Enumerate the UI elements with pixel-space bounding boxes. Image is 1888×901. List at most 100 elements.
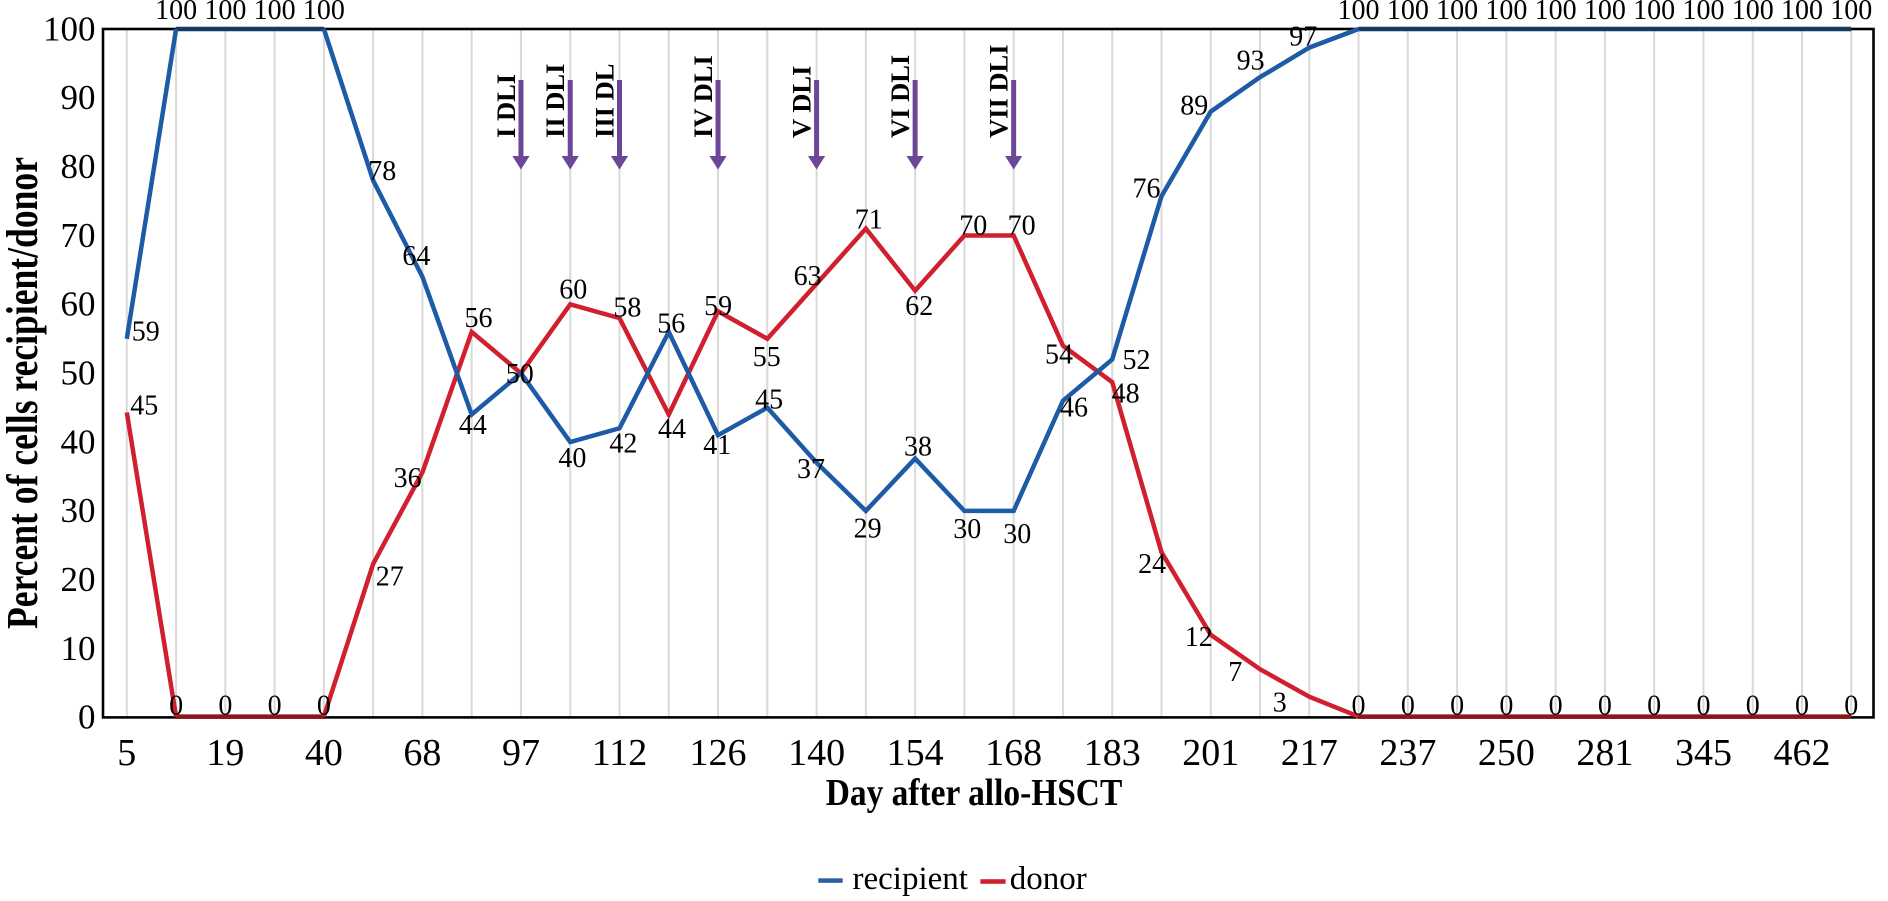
svg-text:100: 100 <box>1485 0 1527 26</box>
svg-text:90: 90 <box>61 78 96 117</box>
svg-text:27: 27 <box>376 562 404 593</box>
svg-text:100: 100 <box>254 0 296 26</box>
svg-text:40: 40 <box>558 443 586 474</box>
svg-text:0: 0 <box>1450 690 1464 721</box>
svg-text:II DLI: II DLI <box>540 64 570 138</box>
svg-text:183: 183 <box>1084 732 1141 774</box>
svg-text:56: 56 <box>465 303 493 334</box>
svg-text:30: 30 <box>61 491 96 530</box>
svg-text:100: 100 <box>1682 0 1724 26</box>
svg-text:100: 100 <box>1732 0 1774 26</box>
svg-text:250: 250 <box>1478 732 1535 774</box>
svg-text:0: 0 <box>1647 690 1661 721</box>
svg-text:45: 45 <box>130 390 158 421</box>
svg-text:20: 20 <box>61 560 96 599</box>
svg-text:I DLI: I DLI <box>491 74 521 138</box>
svg-text:44: 44 <box>459 410 487 441</box>
svg-text:0: 0 <box>1598 690 1612 721</box>
svg-text:97: 97 <box>502 732 540 774</box>
svg-text:III DL: III DL <box>590 64 620 138</box>
svg-text:100: 100 <box>204 0 246 26</box>
svg-text:100: 100 <box>1387 0 1429 26</box>
svg-text:41: 41 <box>703 430 731 461</box>
svg-text:100: 100 <box>1830 0 1872 26</box>
svg-text:7: 7 <box>1228 657 1242 688</box>
svg-text:55: 55 <box>753 342 781 373</box>
svg-text:VI DLI: VI DLI <box>885 55 915 138</box>
svg-text:100: 100 <box>1584 0 1626 26</box>
svg-text:59: 59 <box>132 317 160 348</box>
svg-text:100: 100 <box>1633 0 1675 26</box>
svg-text:VII DLI: VII DLI <box>984 44 1014 138</box>
svg-text:0: 0 <box>78 698 96 737</box>
svg-text:78: 78 <box>368 156 396 187</box>
svg-text:36: 36 <box>394 463 422 494</box>
svg-text:44: 44 <box>658 414 686 445</box>
svg-text:IV DLI: IV DLI <box>688 55 718 138</box>
svg-text:29: 29 <box>854 513 882 544</box>
svg-text:50: 50 <box>506 359 534 390</box>
svg-text:59: 59 <box>704 291 732 322</box>
svg-text:0: 0 <box>1746 690 1760 721</box>
svg-text:37: 37 <box>797 454 825 485</box>
svg-text:281: 281 <box>1576 732 1633 774</box>
svg-text:recipient: recipient <box>853 861 968 896</box>
svg-text:60: 60 <box>559 275 587 306</box>
svg-text:237: 237 <box>1379 732 1436 774</box>
svg-text:Day after allo-HSCT: Day after allo-HSCT <box>826 772 1123 814</box>
svg-text:54: 54 <box>1045 339 1073 370</box>
svg-text:345: 345 <box>1675 732 1732 774</box>
svg-text:100: 100 <box>155 0 197 26</box>
svg-text:0: 0 <box>1549 690 1563 721</box>
svg-text:70: 70 <box>959 211 987 242</box>
svg-text:0: 0 <box>1499 690 1513 721</box>
svg-text:19: 19 <box>206 732 244 774</box>
svg-text:100: 100 <box>43 9 96 48</box>
svg-text:63: 63 <box>794 261 822 292</box>
svg-text:70: 70 <box>1008 211 1036 242</box>
svg-text:56: 56 <box>657 309 685 340</box>
svg-text:0: 0 <box>1795 690 1809 721</box>
svg-text:38: 38 <box>904 431 932 462</box>
svg-text:40: 40 <box>61 422 96 461</box>
svg-text:76: 76 <box>1133 173 1161 204</box>
svg-text:68: 68 <box>403 732 441 774</box>
svg-text:89: 89 <box>1180 91 1208 122</box>
svg-text:50: 50 <box>61 354 96 393</box>
svg-text:0: 0 <box>218 690 232 721</box>
svg-text:10: 10 <box>61 629 96 668</box>
svg-text:60: 60 <box>61 285 96 324</box>
svg-text:168: 168 <box>985 732 1042 774</box>
svg-text:100: 100 <box>303 0 345 26</box>
svg-text:40: 40 <box>305 732 343 774</box>
svg-text:217: 217 <box>1281 732 1338 774</box>
svg-text:48: 48 <box>1112 379 1140 410</box>
svg-text:93: 93 <box>1237 46 1265 77</box>
svg-text:24: 24 <box>1138 549 1166 580</box>
svg-text:0: 0 <box>1696 690 1710 721</box>
svg-text:Percent of cells recipient/don: Percent of cells recipient/donor <box>0 157 47 629</box>
svg-text:201: 201 <box>1182 732 1239 774</box>
svg-text:42: 42 <box>609 429 637 460</box>
svg-text:0: 0 <box>169 690 183 721</box>
svg-text:0: 0 <box>1844 690 1858 721</box>
svg-text:30: 30 <box>953 514 981 545</box>
svg-text:70: 70 <box>61 216 96 255</box>
svg-text:100: 100 <box>1436 0 1478 26</box>
svg-text:100: 100 <box>1535 0 1577 26</box>
svg-text:46: 46 <box>1060 392 1088 423</box>
svg-text:0: 0 <box>268 690 282 721</box>
svg-text:462: 462 <box>1773 732 1830 774</box>
svg-text:donor: donor <box>1010 861 1087 896</box>
svg-text:V DLI: V DLI <box>787 66 817 138</box>
svg-text:12: 12 <box>1185 622 1213 653</box>
svg-text:126: 126 <box>690 732 747 774</box>
svg-text:154: 154 <box>887 732 944 774</box>
svg-text:52: 52 <box>1123 345 1151 376</box>
svg-text:100: 100 <box>1781 0 1823 26</box>
svg-text:80: 80 <box>61 147 96 186</box>
svg-text:62: 62 <box>905 291 933 322</box>
svg-text:64: 64 <box>402 241 430 272</box>
svg-text:100: 100 <box>1338 0 1380 26</box>
svg-text:71: 71 <box>855 204 883 235</box>
